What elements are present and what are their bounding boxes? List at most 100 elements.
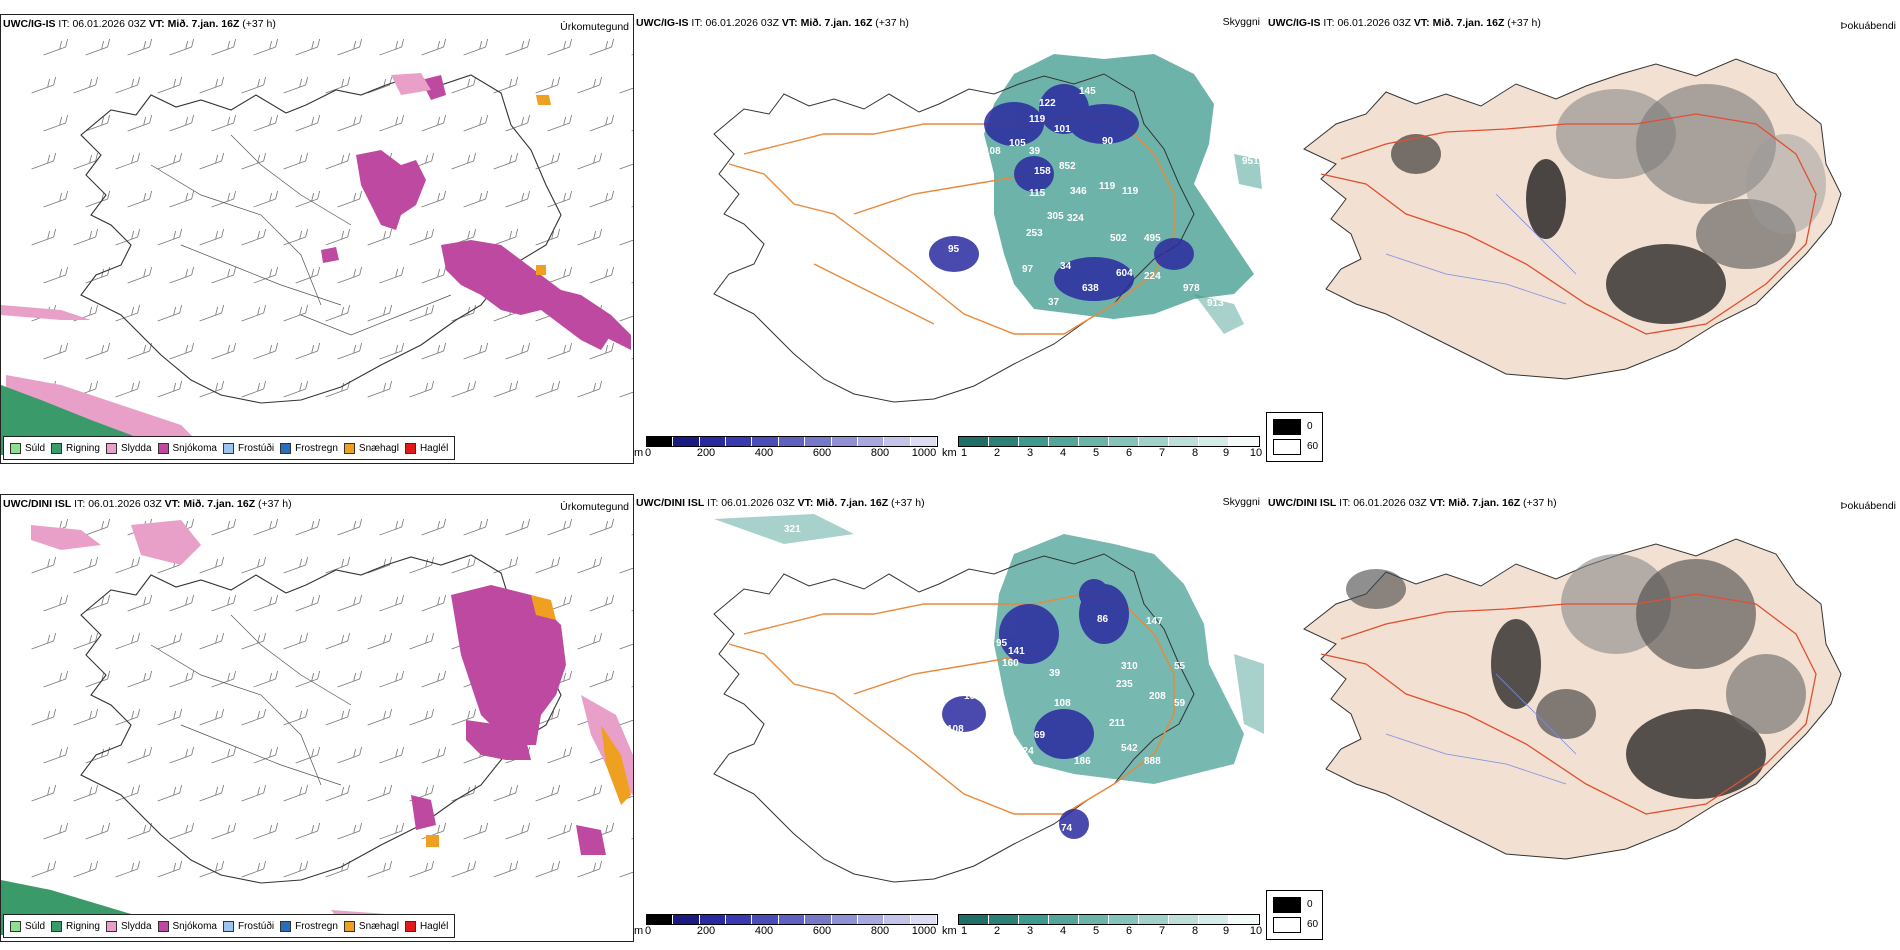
wind-barb (157, 708, 183, 726)
fog-key: 0 60 (1266, 890, 1323, 940)
wind-barb (409, 380, 435, 398)
vis-area (1234, 654, 1264, 734)
wind-barb (451, 784, 477, 802)
wind-barb (199, 228, 225, 246)
wind-barb (211, 670, 237, 688)
wind-barb (379, 518, 405, 536)
wind-barb (631, 534, 633, 536)
snow-area (441, 240, 611, 350)
wind-barb (631, 358, 633, 360)
cloudbase-value: 90 (1102, 136, 1114, 147)
wind-barb (241, 76, 267, 94)
rivers (1385, 673, 1577, 785)
wind-barb (43, 266, 69, 284)
cloudbase-value: 253 (1026, 228, 1043, 239)
wind-barb (409, 228, 435, 246)
cloudbase-value: 37 (1048, 297, 1060, 308)
wind-barbs (31, 38, 633, 398)
cloudbase-value: 108 (1054, 698, 1071, 709)
wind-barb (73, 708, 99, 726)
wind-barb (31, 228, 57, 246)
cloudbase-value: 211 (1109, 718, 1126, 729)
wind-barb (535, 860, 561, 878)
snowpellet-area (601, 725, 631, 805)
wind-barb (409, 304, 435, 322)
wind-barb (73, 228, 99, 246)
wind-barb (421, 746, 447, 764)
wind-barb (283, 860, 309, 878)
wind-barb (325, 76, 351, 94)
wind-barb (127, 38, 153, 56)
wind-barb (505, 342, 531, 360)
wind-barb (241, 632, 267, 650)
sleet-area (131, 520, 201, 565)
wind-barb (367, 860, 393, 878)
panel-header: UWC/DINI ISL IT: 06.01.2026 03Z VT: Mið.… (3, 498, 292, 510)
field-title: Skyggni (1222, 496, 1260, 508)
wind-barb (463, 822, 489, 840)
wind-barb (451, 380, 477, 398)
cloudbase-value: 105 (1009, 138, 1026, 149)
wind-barb (43, 670, 69, 688)
wind-barb (211, 746, 237, 764)
wind-barb (73, 556, 99, 574)
wind-barb (127, 594, 153, 612)
wind-barb (85, 38, 111, 56)
wind-barb (115, 632, 141, 650)
wind-barb (421, 518, 447, 536)
wind-barb (451, 304, 477, 322)
wind-barb (31, 860, 57, 878)
wind-barb (421, 594, 447, 612)
cloudbase-value: 158 (1034, 166, 1051, 177)
wind-barb (451, 152, 477, 170)
wind-barb (85, 342, 111, 360)
cloudbase-value: 124 (1017, 746, 1034, 757)
wind-barb (631, 610, 633, 612)
wind-barb (283, 304, 309, 322)
wind-barb (253, 746, 279, 764)
wind-barb (241, 708, 267, 726)
wind-barb (367, 784, 393, 802)
wind-barb (253, 822, 279, 840)
wind-barb (505, 114, 531, 132)
cloudbase-value: 186 (1074, 756, 1091, 767)
wind-barb (43, 594, 69, 612)
fog-panel-row2: UWC/DINI ISL IT: 06.01.2026 03Z VT: Mið.… (1266, 494, 1900, 940)
wind-barb (295, 518, 321, 536)
wind-barb (535, 380, 561, 398)
snowpellet-area (536, 95, 551, 105)
wind-barb (295, 670, 321, 688)
cloudbase-value: 55 (1174, 661, 1186, 672)
wind-barb (379, 670, 405, 688)
cloudbase-value: 39 (1049, 668, 1061, 679)
snow-area (356, 150, 426, 230)
wind-barb (463, 190, 489, 208)
wind-barb (43, 746, 69, 764)
wind-barb (199, 304, 225, 322)
wind-barb (295, 114, 321, 132)
cloudbase-value: 951 (1242, 156, 1259, 167)
cloudbase-value: 97 (1022, 264, 1034, 275)
cloudbase-labels: 321 86 147 95 141 160 310 235 55 39 208 … (784, 524, 1186, 909)
roads (728, 593, 1175, 815)
precip-type-panel-row1: UWC/IG-IS IT: 06.01.2026 03Z VT: Mið. 7.… (0, 14, 634, 464)
wind-barb (619, 315, 633, 322)
wind-barb (631, 838, 633, 840)
field-title: Þokuábendi (1840, 20, 1896, 32)
wind-barb (589, 670, 615, 688)
wind-barb (157, 380, 183, 398)
wind-barb (43, 114, 69, 132)
snow-area (321, 247, 339, 263)
fog-indicator-map (1303, 538, 1842, 860)
wind-barb (241, 860, 267, 878)
wind-barb (535, 784, 561, 802)
cloudbase-value: 145 (1079, 86, 1096, 97)
visibility-panel-row2: 321 86 147 95 141 160 310 235 55 39 208 … (634, 494, 1264, 940)
cloudbase-value: 346 (1070, 186, 1087, 197)
wind-barb (379, 342, 405, 360)
wind-barb (157, 228, 183, 246)
wind-barb (115, 860, 141, 878)
cloudbase-value: 119 (1099, 181, 1116, 192)
wind-barb (85, 594, 111, 612)
wind-barb (337, 594, 363, 612)
